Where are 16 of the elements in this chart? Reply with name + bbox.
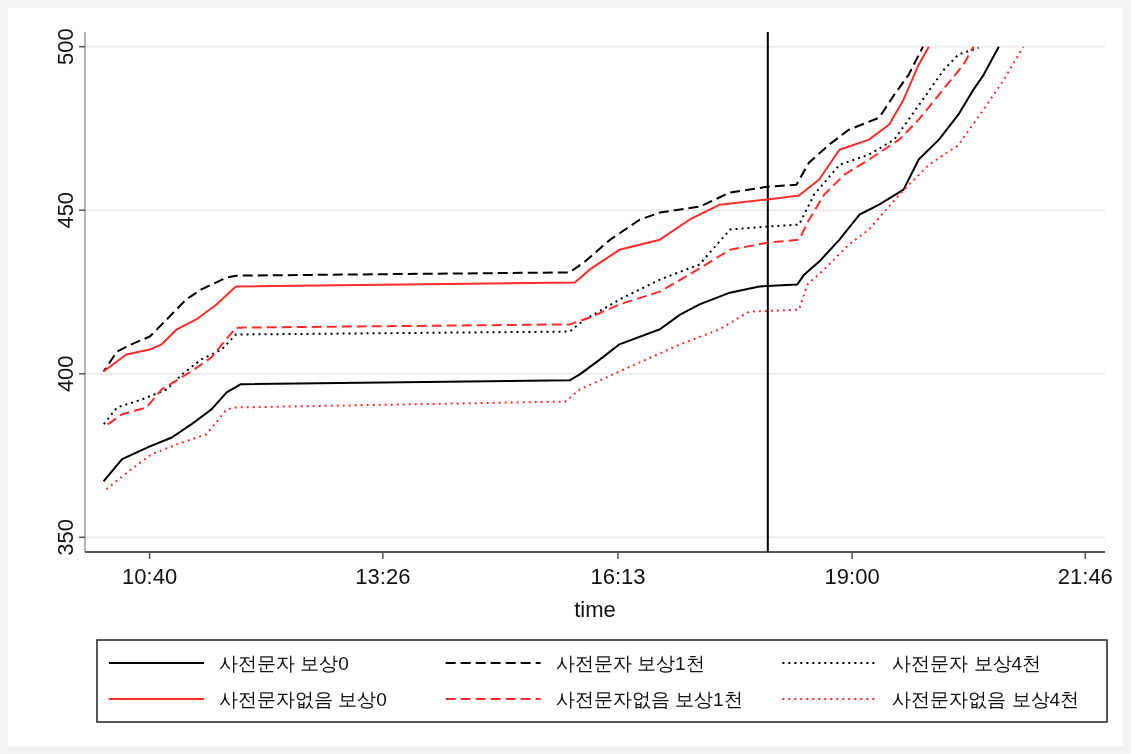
y-tick-label: 450 [53,191,78,229]
x-tick-label: 13:26 [355,564,411,589]
legend-label: 사전문자없음 보상1천 [555,689,743,710]
legend-label: 사전문자 보상0 [219,653,349,674]
y-tick-label: 350 [53,518,78,556]
x-tick-label: 21:46 [1057,564,1113,589]
legend-label: 사전문자 보상1천 [555,653,705,674]
legend-label: 사전문자없음 보상4천 [892,689,1080,710]
x-tick-label: 19:00 [824,564,880,589]
y-tick-label: 400 [53,355,78,393]
x-axis-title: time [574,597,616,622]
legend-label: 사전문자없음 보상0 [219,689,387,710]
x-tick-label: 16:13 [590,564,646,589]
legend-label: 사전문자 보상4천 [892,653,1042,674]
x-tick-label: 10:40 [122,564,178,589]
y-tick-label: 500 [53,28,78,66]
